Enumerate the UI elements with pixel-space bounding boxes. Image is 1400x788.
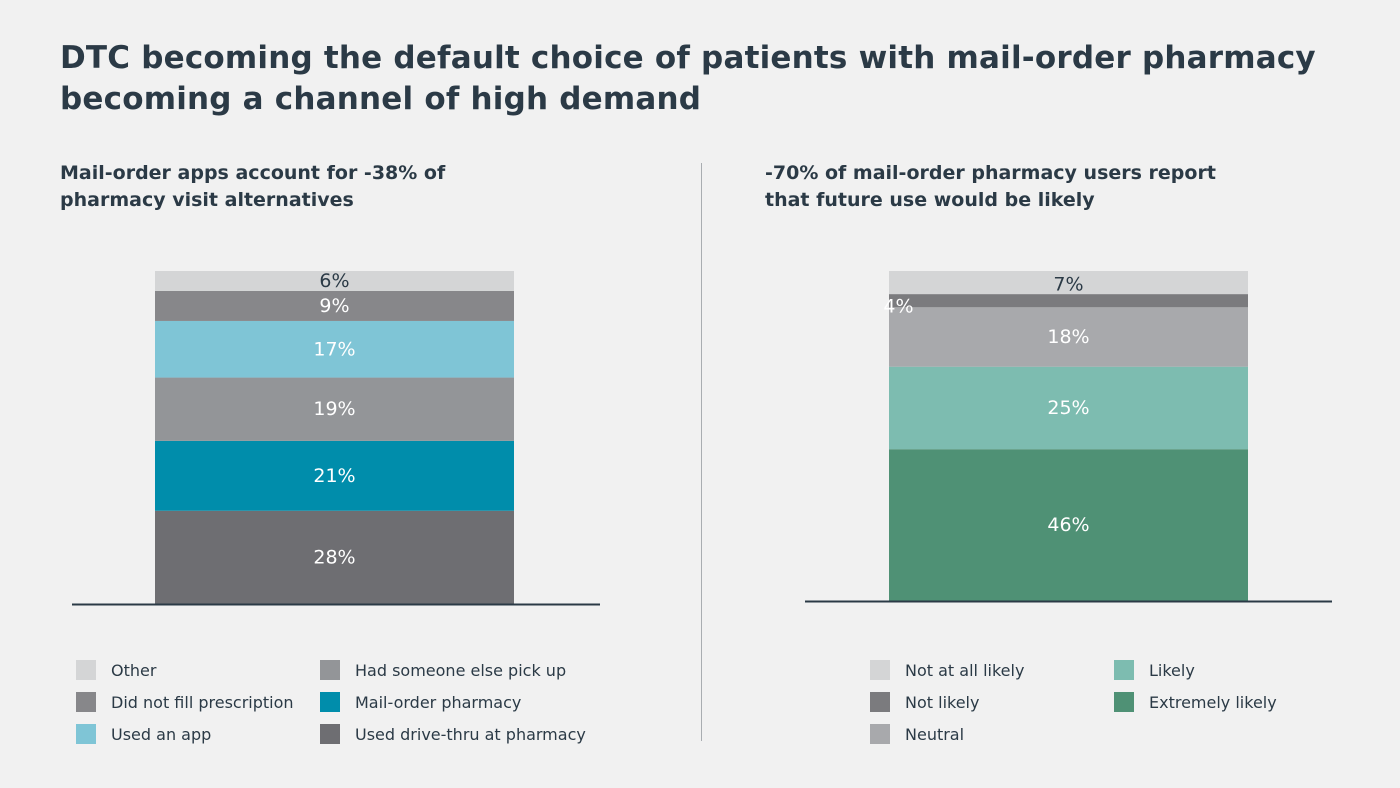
right-data-label-not-likely: 4% bbox=[883, 296, 913, 318]
left-bar-segment-mail-order-pharmacy bbox=[155, 440, 514, 511]
left-data-label-had-someone-else-pick-up: 19% bbox=[313, 398, 355, 420]
right-legend-label-not-likely: Not likely bbox=[905, 692, 980, 712]
right-bar-segment-extremely-likely bbox=[889, 449, 1248, 601]
left-legend-item-did-not-fill-prescription: Did not fill prescription bbox=[76, 690, 294, 714]
left-legend-item-other: Other bbox=[76, 658, 156, 682]
left-legend-swatch-did-not-fill-prescription bbox=[76, 692, 96, 712]
right-legend-swatch-likely bbox=[1114, 660, 1134, 680]
left-legend-label-mail-order-pharmacy: Mail-order pharmacy bbox=[355, 692, 522, 712]
right-legend-item-likely: Likely bbox=[1114, 658, 1195, 682]
left-legend-label-had-someone-else-pick-up: Had someone else pick up bbox=[355, 660, 567, 680]
right-stacked-bar-chart: 46% 25% 18% 4% 7% bbox=[805, 271, 1332, 603]
left-stacked-bar-chart: 28% 21% 19% 17% 9% 6% bbox=[72, 270, 600, 606]
left-legend-item-mail-order-pharmacy: Mail-order pharmacy bbox=[320, 690, 521, 714]
left-data-label-other: 6% bbox=[319, 270, 349, 292]
right-data-label-neutral: 18% bbox=[1047, 326, 1089, 348]
left-bar-segment-used-an-app bbox=[155, 320, 514, 378]
left-legend-label-other: Other bbox=[111, 660, 157, 680]
left-data-label-used-an-app: 17% bbox=[313, 338, 355, 360]
right-legend-label-not-at-all-likely: Not at all likely bbox=[905, 660, 1025, 680]
left-legend-label-used-an-app: Used an app bbox=[111, 724, 212, 744]
left-data-label-used-drive-thru-at-pharmacy: 28% bbox=[313, 546, 355, 568]
right-legend-swatch-extremely-likely bbox=[1114, 692, 1134, 712]
right-data-label-likely: 25% bbox=[1047, 397, 1089, 419]
right-legend-item-not-likely: Not likely bbox=[870, 690, 979, 714]
right-data-label-not-at-all-likely: 7% bbox=[1053, 274, 1083, 296]
right-legend-swatch-not-likely bbox=[870, 692, 890, 712]
left-legend-item-used-drive-thru-at-pharmacy: Used drive-thru at pharmacy bbox=[320, 722, 586, 746]
right-legend-item-extremely-likely: Extremely likely bbox=[1114, 690, 1277, 714]
page-title: DTC becoming the default choice of patie… bbox=[60, 40, 1316, 117]
left-data-label-mail-order-pharmacy: 21% bbox=[313, 465, 355, 487]
left-bar-segment-did-not-fill-prescription bbox=[155, 290, 514, 321]
right-bar-segment-not-at-all-likely bbox=[889, 271, 1248, 295]
left-data-label-did-not-fill-prescription: 9% bbox=[319, 295, 349, 317]
left-legend-item-had-someone-else-pick-up: Had someone else pick up bbox=[320, 658, 566, 682]
right-legend-label-likely: Likely bbox=[1149, 660, 1195, 680]
left-legend-swatch-mail-order-pharmacy bbox=[320, 692, 340, 712]
right-bar-segment-not-likely bbox=[889, 294, 1248, 308]
right-bar-segment-neutral bbox=[889, 307, 1248, 367]
right-legend-label-extremely-likely: Extremely likely bbox=[1149, 692, 1277, 712]
right-legend-swatch-neutral bbox=[870, 724, 890, 744]
left-bar-segment-had-someone-else-pick-up bbox=[155, 377, 514, 441]
right-legend-label-neutral: Neutral bbox=[905, 724, 965, 744]
left-legend-swatch-used-an-app bbox=[76, 724, 96, 744]
left-bar-segment-other bbox=[155, 271, 514, 291]
right-legend-swatch-not-at-all-likely bbox=[870, 660, 890, 680]
right-bar-segment-likely bbox=[889, 366, 1248, 450]
left-chart-subtitle: Mail-order apps account for -38% of phar… bbox=[60, 162, 446, 211]
left-legend-swatch-used-drive-thru-at-pharmacy bbox=[320, 724, 340, 744]
left-bar-segment-used-drive-thru-at-pharmacy bbox=[155, 510, 514, 604]
left-legend-swatch-had-someone-else-pick-up bbox=[320, 660, 340, 680]
right-legend-item-not-at-all-likely: Not at all likely bbox=[870, 658, 1024, 682]
right-legend-item-neutral: Neutral bbox=[870, 722, 964, 746]
left-legend-item-used-an-app: Used an app bbox=[76, 722, 211, 746]
left-legend-swatch-other bbox=[76, 660, 96, 680]
right-chart-subtitle: -70% of mail-order pharmacy users report… bbox=[765, 162, 1216, 211]
right-data-label-extremely-likely: 46% bbox=[1047, 514, 1089, 536]
left-legend-label-did-not-fill-prescription: Did not fill prescription bbox=[111, 692, 294, 712]
left-legend-label-used-drive-thru-at-pharmacy: Used drive-thru at pharmacy bbox=[355, 724, 586, 744]
chart-divider bbox=[701, 163, 702, 741]
